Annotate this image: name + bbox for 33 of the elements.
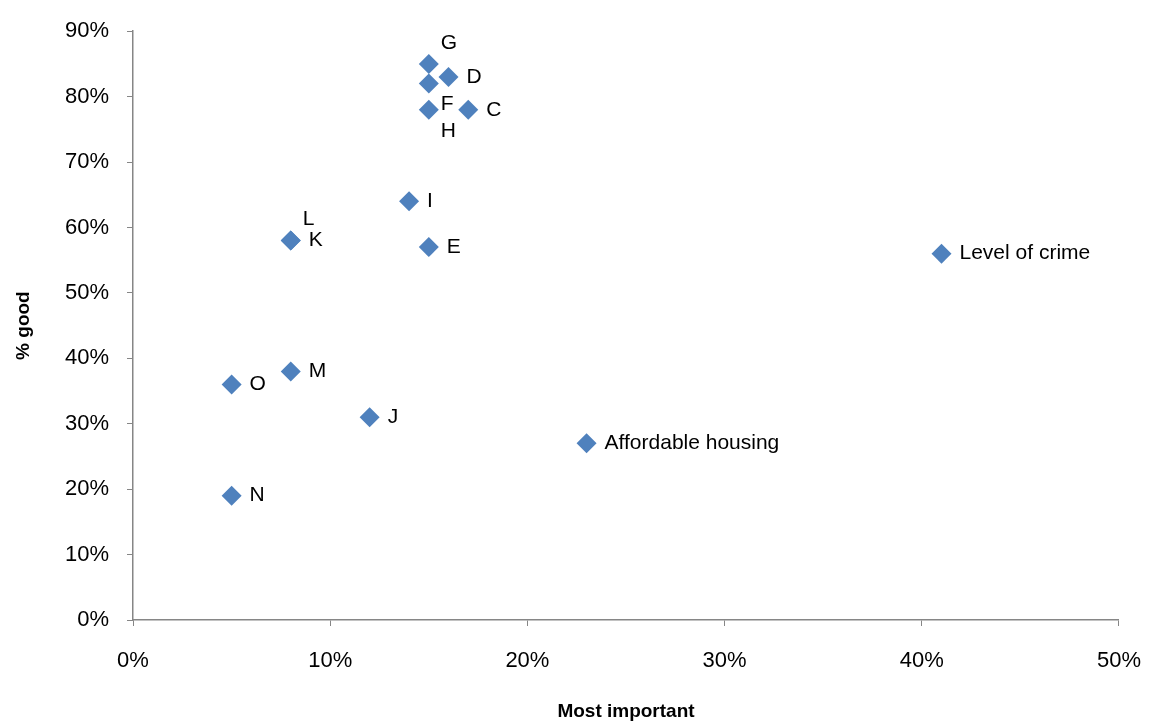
y-tick-label: 0%	[77, 606, 109, 632]
y-tick-label: 90%	[64, 17, 109, 43]
y-tick-label: 40%	[64, 344, 109, 370]
annotation: I	[427, 188, 433, 212]
annotation: E	[446, 233, 461, 257]
y-tick-label: 30%	[64, 409, 109, 435]
y-tick-label: 20%	[64, 475, 109, 501]
annotation: F	[440, 91, 454, 115]
annotation: Affordable housing	[604, 430, 780, 454]
x-tick-label: 50%	[1096, 647, 1142, 673]
y-tick-label: 60%	[64, 213, 109, 239]
x-axis-title: Most important	[557, 699, 696, 721]
annotation: O	[249, 371, 266, 395]
x-tick-label: 10%	[308, 647, 353, 673]
annotation: L	[302, 206, 315, 230]
y-tick-label: 50%	[64, 278, 109, 304]
y-tick-label: 80%	[64, 82, 109, 108]
annotation: H	[440, 117, 456, 141]
annotation: N	[249, 482, 265, 506]
annotation: C	[486, 96, 502, 120]
annotation: Level of crime	[959, 240, 1091, 264]
annotation: J	[387, 403, 399, 427]
annotation: K	[308, 227, 323, 251]
annotation: D	[466, 63, 482, 87]
annotation: M	[308, 358, 327, 382]
y-tick-label: 10%	[64, 540, 109, 566]
y-tick-label: 70%	[64, 148, 109, 174]
x-tick-label: 20%	[505, 647, 550, 673]
x-tick-label: 30%	[702, 647, 747, 673]
x-tick-label: 0%	[117, 647, 149, 673]
annotation: G	[440, 29, 458, 53]
y-axis-title: % good	[11, 291, 33, 360]
x-tick-label: 40%	[899, 647, 944, 673]
